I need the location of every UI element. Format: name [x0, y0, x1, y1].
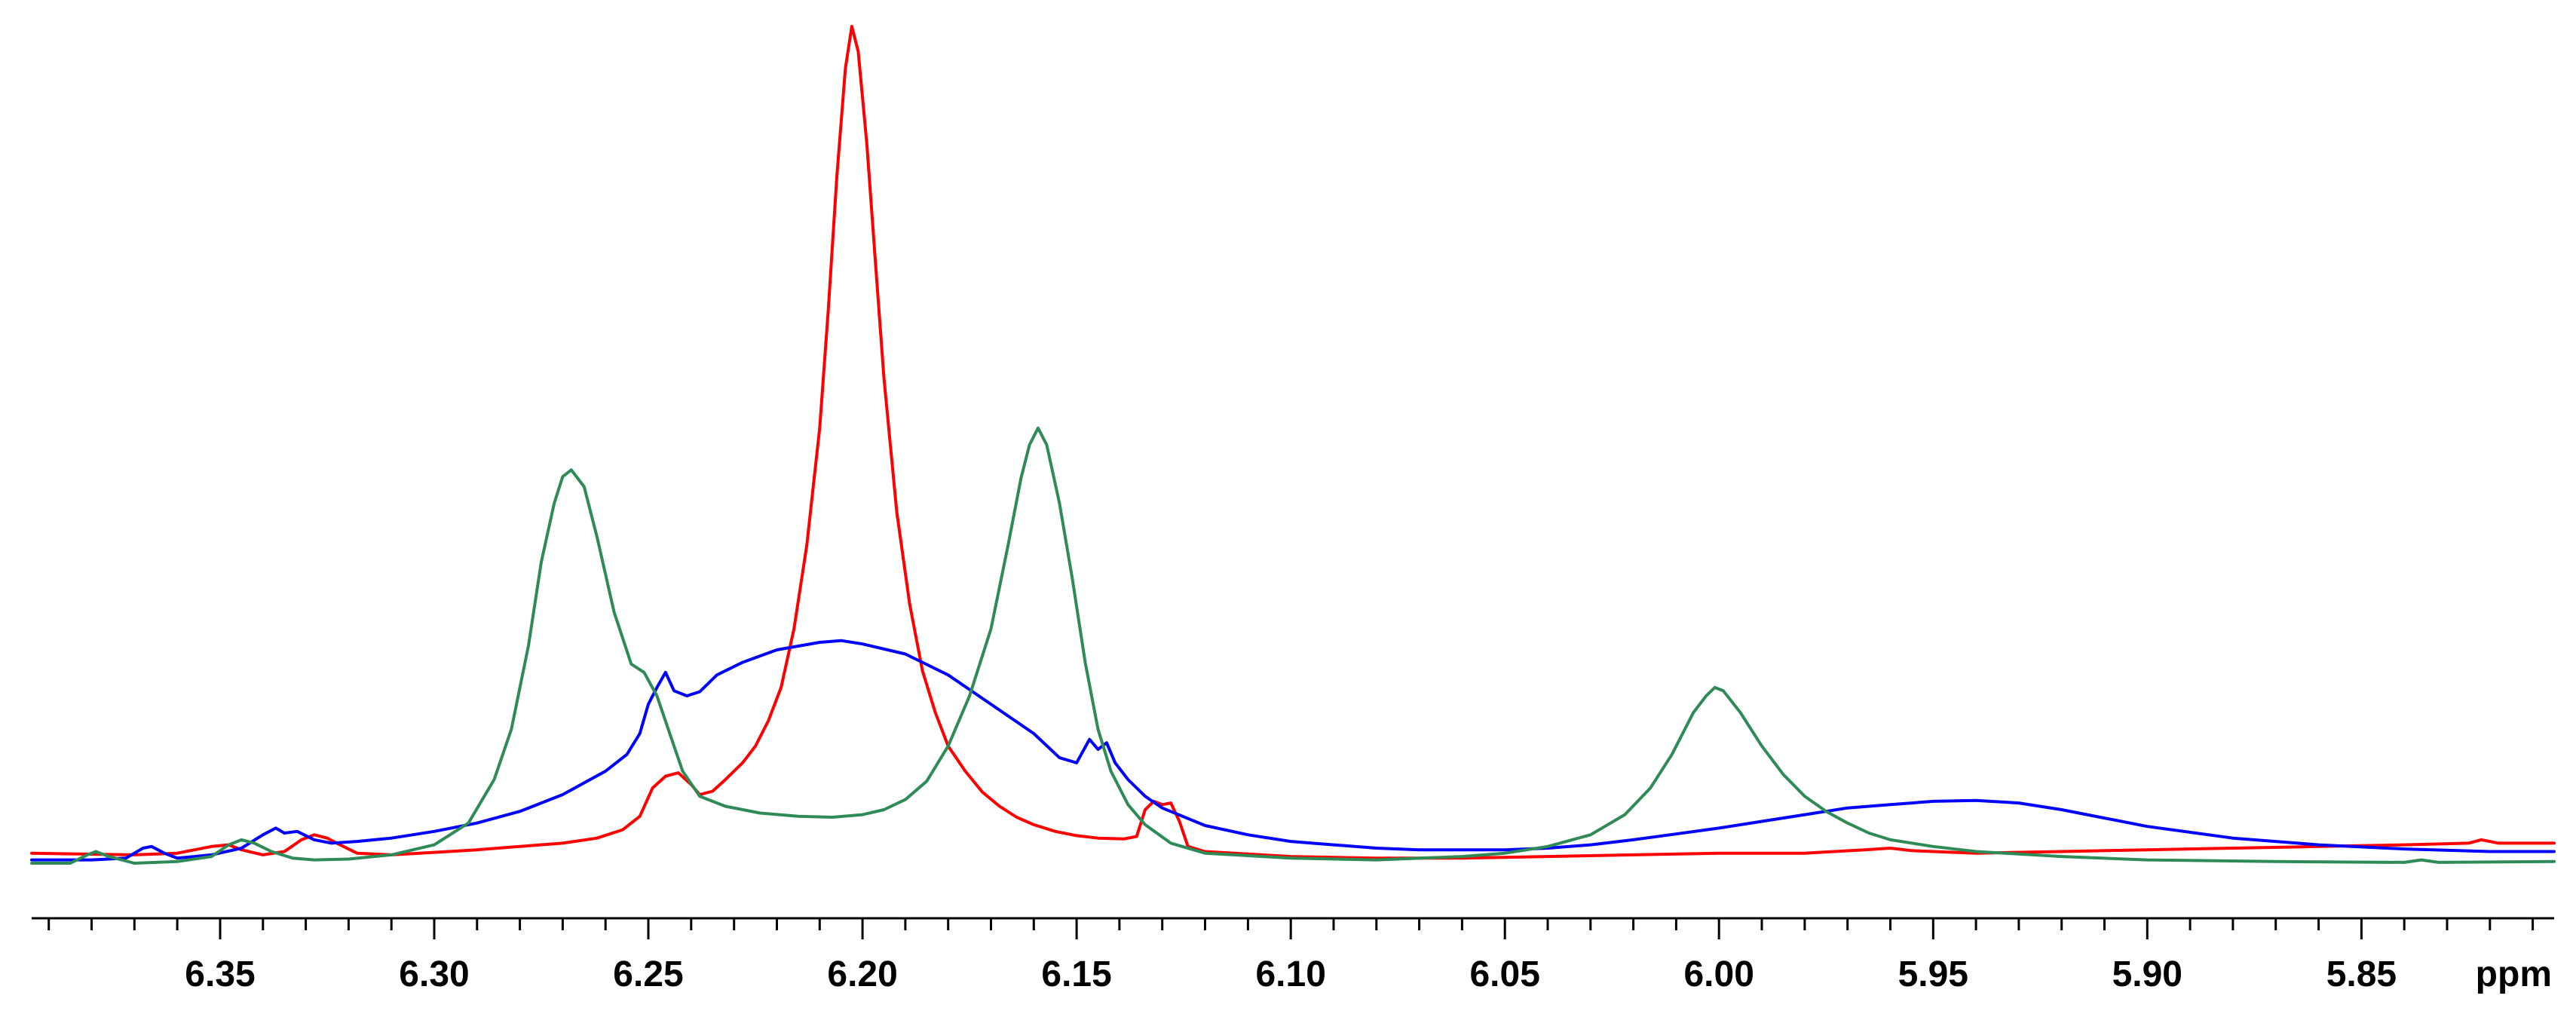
x-tick-label: 6.25: [613, 954, 683, 994]
x-tick-label: 5.85: [2326, 954, 2397, 994]
spectrum-trace-1: [30, 25, 2556, 860]
x-tick-label: 6.05: [1469, 954, 1539, 994]
series-layer: [30, 25, 2556, 865]
x-tick-label: 6.00: [1683, 954, 1754, 994]
x-tick-label: 6.20: [827, 954, 897, 994]
x-tick-label: 6.30: [399, 954, 469, 994]
spectrum-trace-3: [30, 426, 2556, 865]
x-tick-label: 6.10: [1255, 954, 1325, 994]
spectrum-trace-2: [30, 639, 2556, 862]
x-axis-tick-labels: 6.35 6.30 6.25 6.20 6.15 6.10 6.05 6.00 5.95 5.90…: [185, 954, 2397, 994]
x-tick-label: 5.90: [2112, 954, 2182, 994]
x-axis-unit-label: ppm: [2476, 954, 2552, 994]
x-axis-ticks: [47, 918, 2535, 939]
x-axis: 6.35 6.30 6.25 6.20 6.15 6.10 6.05 6.00 5.95 5.90…: [32, 917, 2554, 994]
x-tick-label: 6.15: [1041, 954, 1111, 994]
x-tick-label: 6.35: [185, 954, 255, 994]
x-tick-label: 5.95: [1898, 954, 1968, 994]
